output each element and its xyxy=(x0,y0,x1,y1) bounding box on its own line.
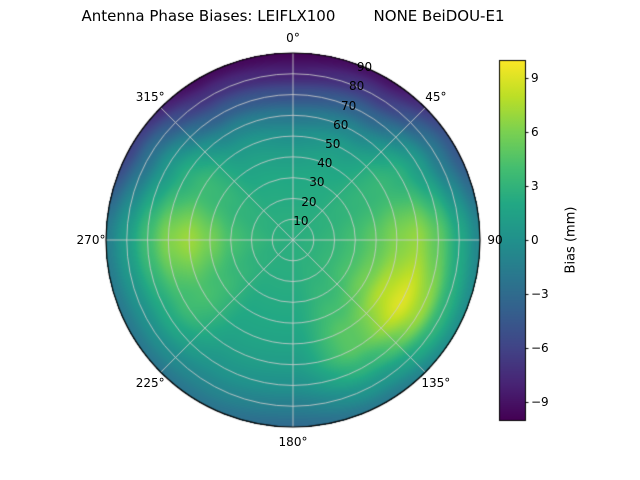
azimuth-tick-label: 135° xyxy=(421,375,451,390)
azimuth-tick-label: 45° xyxy=(425,90,447,105)
colorbar-axis-label: Bias (mm) xyxy=(563,206,579,274)
colorbar-tick-label: −6 xyxy=(531,341,549,355)
radial-tick-label: 60 xyxy=(333,117,349,132)
colorbar-tick-label: −3 xyxy=(531,287,549,301)
radial-tick-label: 70 xyxy=(341,98,357,113)
azimuth-tick-label: 270° xyxy=(76,233,106,247)
radial-tick-label: 40 xyxy=(317,156,333,171)
azimuth-tick-label: 0° xyxy=(286,31,300,45)
azimuth-tick-label: 180° xyxy=(278,435,308,449)
radial-tick-label: 50 xyxy=(325,137,341,152)
azimuth-tick-label: 90 xyxy=(487,233,503,247)
radial-tick-label: 20 xyxy=(301,194,317,209)
radial-tick-label: 10 xyxy=(293,213,309,228)
radial-tick-label: 30 xyxy=(309,175,325,190)
colorbar-tick-label: 9 xyxy=(531,71,539,85)
colorbar-tick-label: 6 xyxy=(531,125,539,139)
azimuth-tick-label: 225° xyxy=(135,375,165,390)
colorbar-tick-label: 3 xyxy=(531,179,539,193)
colorbar-tick-label: 0 xyxy=(531,233,539,247)
colorbar-tick-label: −9 xyxy=(531,395,549,409)
radial-tick-label: 90 xyxy=(356,60,373,75)
azimuth-tick-label: 315° xyxy=(135,90,165,105)
radial-tick-label: 80 xyxy=(348,79,365,94)
